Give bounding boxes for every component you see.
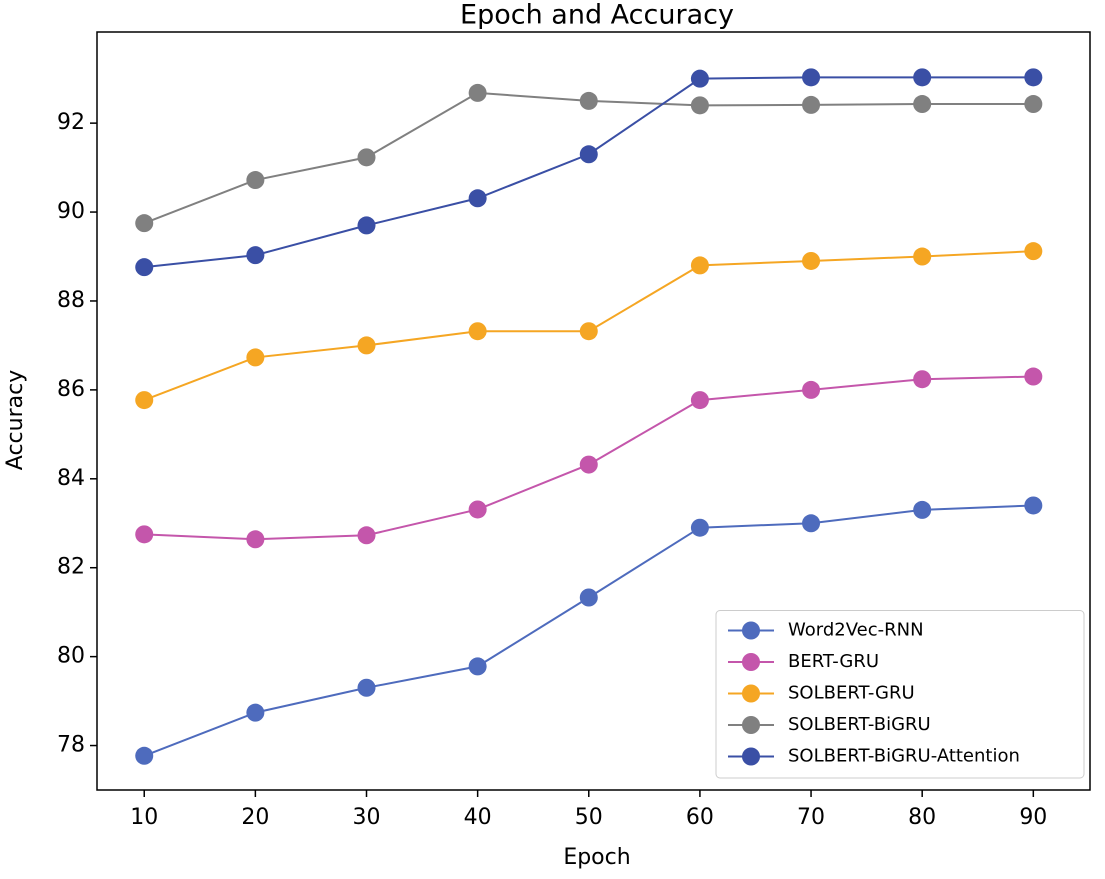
legend-marker (742, 653, 760, 671)
data-point (913, 370, 932, 389)
data-point (135, 258, 154, 277)
x-tick-label: 30 (353, 805, 381, 830)
legend-label: SOLBERT-BiGRU (788, 714, 931, 735)
data-point (357, 526, 376, 545)
legend-label: BERT-GRU (788, 651, 879, 672)
x-tick-label: 80 (908, 805, 936, 830)
y-axis-label: Accuracy (3, 370, 28, 470)
data-point (802, 514, 821, 533)
data-point (913, 68, 932, 87)
data-point (802, 251, 821, 270)
data-point (690, 256, 709, 275)
data-point (690, 96, 709, 115)
data-point (802, 380, 821, 399)
legend-box (715, 610, 1085, 779)
x-tick-label: 90 (1019, 805, 1047, 830)
data-point (135, 391, 154, 410)
x-tick-label: 50 (575, 805, 603, 830)
data-point (913, 95, 932, 114)
data-point (357, 216, 376, 235)
data-point (246, 171, 265, 190)
y-tick-label: 80 (57, 644, 85, 669)
data-point (246, 703, 265, 722)
data-point (135, 525, 154, 544)
data-point (690, 69, 709, 88)
x-tick-label: 70 (797, 805, 825, 830)
data-point (1024, 496, 1043, 515)
legend-label: SOLBERT-GRU (788, 683, 915, 704)
legend-marker (742, 621, 760, 640)
y-tick-label: 88 (57, 288, 85, 313)
data-point (1024, 367, 1043, 386)
data-point (135, 746, 154, 765)
data-point (135, 214, 154, 233)
data-point (468, 500, 487, 519)
legend-label: SOLBERT-BiGRU-Attention (788, 746, 1020, 767)
data-point (690, 391, 709, 410)
data-point (357, 336, 376, 355)
data-point (1024, 242, 1043, 261)
x-axis-label: Epoch (563, 845, 630, 870)
data-point (357, 148, 376, 167)
data-point (357, 678, 376, 697)
data-point (468, 189, 487, 208)
data-point (1024, 95, 1043, 114)
y-tick-label: 82 (57, 555, 85, 580)
data-point (579, 455, 598, 474)
data-point (1024, 68, 1043, 87)
data-point (579, 145, 598, 164)
data-point (468, 83, 487, 102)
x-tick-label: 40 (464, 805, 492, 830)
data-point (468, 657, 487, 676)
y-tick-label: 86 (57, 377, 85, 402)
data-point (468, 322, 487, 341)
y-tick-label: 78 (57, 733, 85, 758)
data-point (579, 588, 598, 607)
legend-marker (742, 716, 760, 734)
data-point (246, 530, 265, 549)
data-point (246, 246, 265, 265)
x-tick-label: 60 (686, 805, 714, 830)
data-point (690, 518, 709, 537)
data-point (913, 500, 932, 519)
legend: Word2Vec-RNN BERT-GRU SOLBERT-GRU SOLBERT-B… (715, 610, 1085, 779)
legend-label: Word2Vec-RNN (788, 620, 924, 641)
legend-marker (742, 684, 760, 703)
data-point (802, 95, 821, 114)
x-tick-label: 20 (241, 805, 269, 830)
x-tick-label: 10 (130, 805, 158, 830)
data-point (913, 247, 932, 266)
data-point (246, 348, 265, 367)
plot-frame (96, 31, 1091, 791)
y-tick-label: 84 (57, 466, 85, 491)
data-point (579, 91, 598, 110)
y-tick-label: 90 (57, 199, 85, 224)
chart-title: Epoch and Accuracy (460, 0, 734, 31)
legend-marker (742, 747, 760, 766)
y-tick-label: 92 (57, 110, 85, 135)
data-point (802, 68, 821, 87)
data-point (579, 322, 598, 341)
